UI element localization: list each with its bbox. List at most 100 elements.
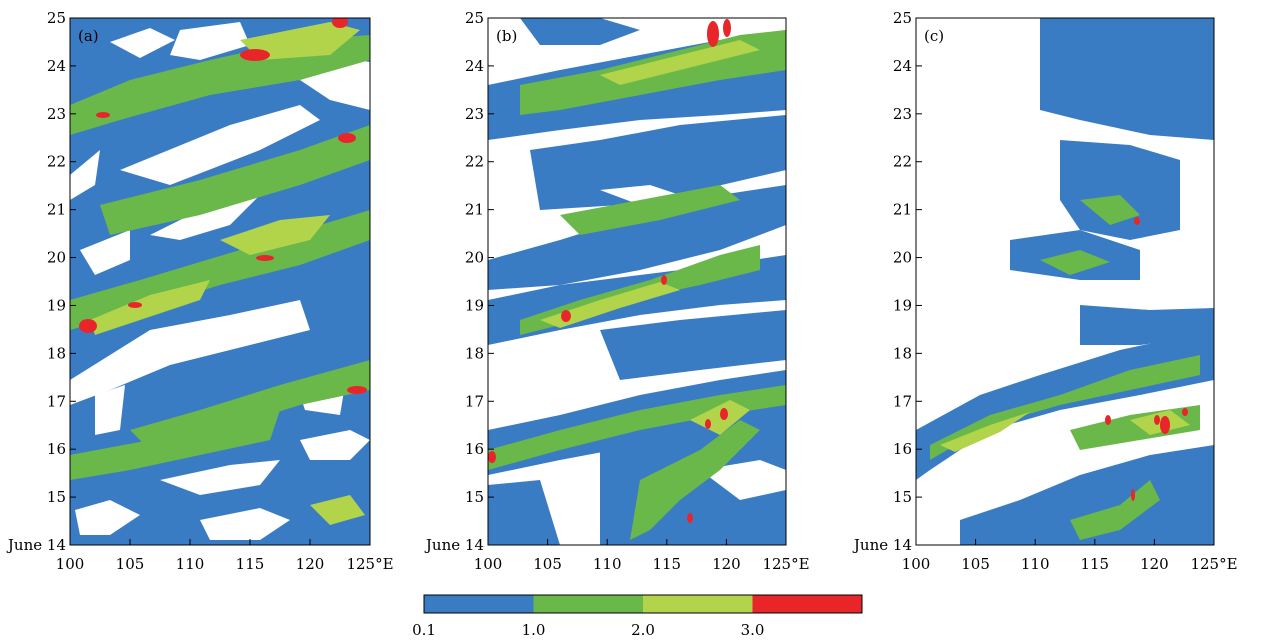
panel-c-field <box>916 18 1214 545</box>
panel-a-label: (a) <box>78 27 99 45</box>
panel-a-y-tick-label: 20 <box>47 249 66 267</box>
panel-a-high <box>79 319 97 333</box>
panel-c-band <box>1080 305 1214 345</box>
panel-a-gap <box>110 28 175 58</box>
panel-c-patch <box>1130 410 1190 435</box>
panel-c-y-tick-label: 21 <box>893 201 912 219</box>
panel-a-band <box>70 35 370 135</box>
panel-b-y-tick-label: June 14 <box>424 536 484 554</box>
panel-b-core <box>630 420 760 540</box>
panel-a-high <box>96 112 110 118</box>
panel-b-field <box>488 18 786 545</box>
panel-a-y-tick-label: 24 <box>47 57 66 75</box>
panel-b-x-tick-label: 105 <box>533 555 562 573</box>
panel-c-core <box>1070 480 1160 540</box>
panel-b-high <box>488 451 496 463</box>
panel-c-band <box>1040 18 1214 140</box>
panel-b-high <box>723 19 731 37</box>
panel-b-band <box>530 115 786 210</box>
panel-c-x-tick-label: 125°E <box>1190 555 1237 573</box>
panel-c-y-tick-label: June 14 <box>852 536 912 554</box>
panel-b-axes: 100 105 110 115 120 125°E June 14 15 16 17 18 19 20 2… <box>424 9 810 573</box>
panel-b-y-tick-label: 23 <box>465 105 484 123</box>
panel-c-high <box>1160 416 1170 434</box>
colorbar-segment <box>424 595 534 613</box>
panel-b-y-tick-label: 15 <box>465 488 484 506</box>
panel-b-x-tick-label: 115 <box>652 555 681 573</box>
panel-a-gap <box>120 105 320 185</box>
colorbar: 0.1 1.0 2.0 3.0 <box>412 594 863 639</box>
panel-a-band <box>70 410 280 480</box>
panel-b-y-tick-label: 16 <box>465 440 484 458</box>
panel-a-gap <box>70 300 310 405</box>
panel-c-x-tick-label: 115 <box>1080 555 1109 573</box>
panel-c-y-tick-label: 20 <box>893 249 912 267</box>
panel-a-high <box>128 302 142 308</box>
panel-a-gap <box>160 460 280 495</box>
panel-b-y-tick-label: 17 <box>465 392 484 410</box>
panel-a-y-tick-label: 18 <box>47 344 66 362</box>
panel-b-y-tick-label: 22 <box>465 153 484 171</box>
panel-a-high <box>338 133 356 143</box>
panel-a-frame <box>69 17 371 546</box>
panel-b-core <box>560 185 740 235</box>
panel-b-frame <box>487 17 787 546</box>
panel-b-x-tick-label: 100 <box>474 555 503 573</box>
panel-b-patch <box>540 282 680 328</box>
panel-b-y-tick-label: 21 <box>465 201 484 219</box>
panel-b-high <box>661 275 667 285</box>
panel-b-y-tick-label: 20 <box>465 249 484 267</box>
panel-b-high <box>561 310 571 322</box>
panel-c-x-tick-label: 105 <box>961 555 990 573</box>
colorbar-label: 2.0 <box>631 621 655 639</box>
panel-a-gap <box>80 230 130 275</box>
panel-c-high <box>1131 489 1135 501</box>
panel-b-core <box>488 385 786 470</box>
panel-b-high <box>707 21 719 47</box>
panel-a-gap <box>300 430 370 460</box>
panel-a-y-tick-label: June 14 <box>6 536 66 554</box>
panel-b-band <box>488 480 560 545</box>
colorbar-label: 3.0 <box>741 621 765 639</box>
panel-b-patch <box>690 400 750 435</box>
panel-a-y-tick-label: 21 <box>47 201 66 219</box>
panel-a-patch <box>240 22 360 60</box>
colorbar-frame <box>423 594 863 614</box>
panel-c-y-tick-label: 25 <box>893 9 912 27</box>
panel-c-patch <box>940 412 1030 452</box>
panel-c-y-tick-label: 18 <box>893 344 912 362</box>
panel-a-gap <box>170 22 250 60</box>
panel-a-y-tick-label: 22 <box>47 153 66 171</box>
panel-a-x-tick-label: 120 <box>296 555 325 573</box>
panel-c-high <box>1182 408 1188 416</box>
panel-a-y-tick-label: 17 <box>47 392 66 410</box>
panel-b-y-tick-label: 24 <box>465 57 484 75</box>
panel-b-band <box>520 18 640 45</box>
panel-c-band <box>1060 140 1180 240</box>
panel-b-band <box>600 310 786 380</box>
panel-b-band <box>488 185 786 290</box>
panel-b-y-tick-label: 25 <box>465 9 484 27</box>
panel-a-high <box>347 386 367 394</box>
panel-c-y-tick-label: 19 <box>893 296 912 314</box>
panel-a-patch <box>310 495 365 525</box>
panel-b-high <box>720 408 728 420</box>
panel-c-band <box>916 330 1214 480</box>
panel-a-y-tick-label: 15 <box>47 488 66 506</box>
panel-c-y-tick-label: 24 <box>893 57 912 75</box>
panel-a-gap <box>150 195 260 240</box>
panel-c-x-tick-label: 100 <box>902 555 931 573</box>
panel-c-high <box>1105 415 1111 425</box>
panel-a-high <box>256 255 274 261</box>
panel-b-patch <box>600 40 760 85</box>
panel-a-x-tick-label: 110 <box>176 555 205 573</box>
panel-a-band <box>100 125 370 235</box>
panel-a-gap <box>200 508 290 540</box>
panel-c-axes: 100 105 110 115 120 125°E June 14 15 16 17 18 19 20 2… <box>852 9 1238 573</box>
panel-a-gap <box>95 385 125 435</box>
panel-c-y-tick-label: 16 <box>893 440 912 458</box>
